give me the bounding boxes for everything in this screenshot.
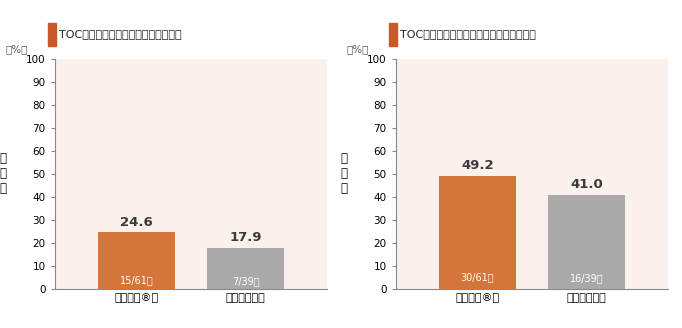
Text: TOC時点の細菌学的効果（副次評価項目）: TOC時点の細菌学的効果（副次評価項目） <box>400 30 536 39</box>
Bar <box>548 195 625 289</box>
Text: 30/61例: 30/61例 <box>460 272 494 282</box>
Text: 16/39例: 16/39例 <box>569 273 604 283</box>
Text: （%）: （%） <box>5 45 28 54</box>
Bar <box>98 232 175 289</box>
Text: TOC時点の臨床効果（主要評価項目）: TOC時点の臨床効果（主要評価項目） <box>59 30 182 39</box>
Y-axis label: 有
効
率: 有 効 率 <box>340 152 347 195</box>
Text: （%）: （%） <box>346 45 369 54</box>
Text: 41.0: 41.0 <box>570 178 603 191</box>
Text: 15/61例: 15/61例 <box>119 275 153 285</box>
Y-axis label: 有
効
率: 有 効 率 <box>0 152 6 195</box>
Text: 7/39例: 7/39例 <box>232 276 259 286</box>
Text: 17.9: 17.9 <box>229 231 262 244</box>
Bar <box>207 248 284 289</box>
Text: 49.2: 49.2 <box>461 159 494 172</box>
Text: 24.6: 24.6 <box>120 216 153 229</box>
Bar <box>439 176 516 289</box>
